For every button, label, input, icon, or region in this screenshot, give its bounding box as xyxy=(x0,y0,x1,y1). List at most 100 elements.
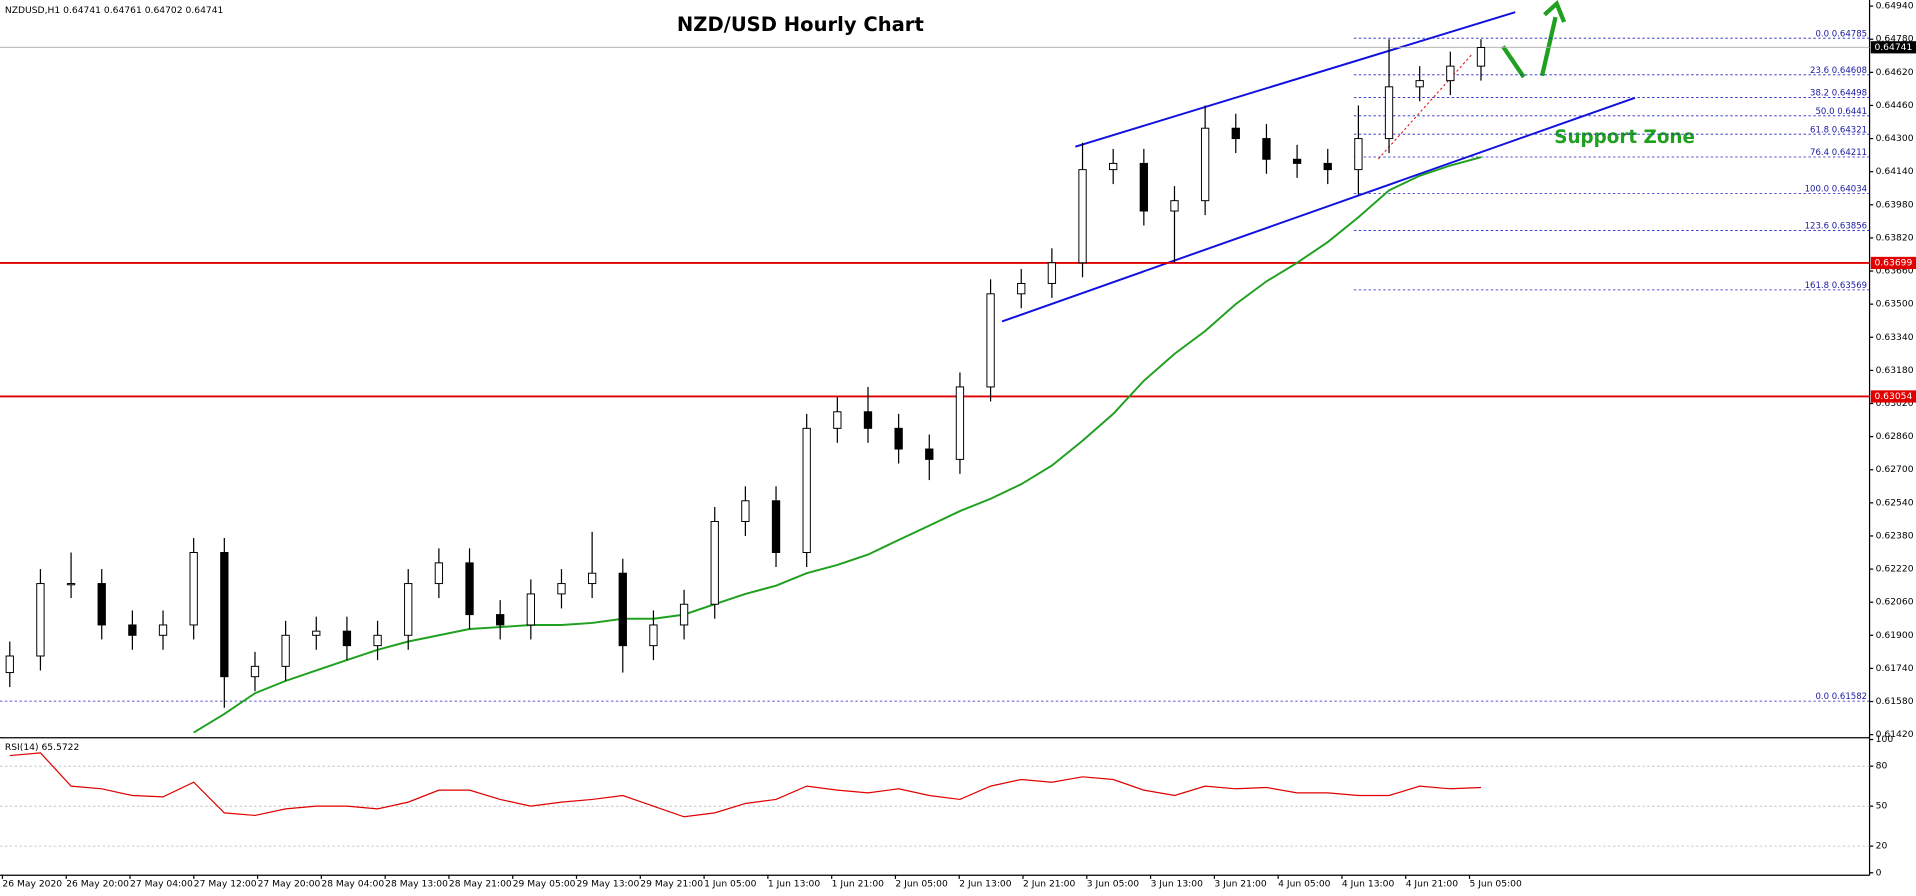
y-tick-label: 0.62860 xyxy=(1876,431,1914,442)
fib-price: 0.6441 xyxy=(1837,106,1867,116)
ohlc-high: 0.64761 xyxy=(104,4,142,15)
fib-label: 0.0 0.61582 xyxy=(1815,692,1867,702)
rsi-y-tick-label: 100 xyxy=(1876,734,1894,745)
fib-level: 38.2 xyxy=(1810,88,1829,98)
x-tick-label: 5 Jun 05:00 xyxy=(1470,878,1523,889)
y-tick-label: 0.62060 xyxy=(1876,597,1914,608)
candle-body xyxy=(587,572,597,585)
y-tick-label: 0.62540 xyxy=(1876,497,1914,508)
x-tick-label: 1 Jun 13:00 xyxy=(768,878,821,889)
fib-level: 100.0 xyxy=(1805,184,1829,194)
candle-body xyxy=(1262,138,1271,160)
fib-level: 0.0 xyxy=(1815,29,1829,39)
x-tick-label: 28 May 04:00 xyxy=(321,878,384,889)
candle-body xyxy=(925,448,934,460)
y-tick-label: 0.63660 xyxy=(1876,266,1914,277)
x-tick-label: 2 Jun 13:00 xyxy=(959,878,1012,889)
y-tick-label: 0.63980 xyxy=(1876,199,1914,210)
candle-body xyxy=(1384,86,1394,140)
candle-body xyxy=(1415,80,1424,88)
fib-level: 61.8 xyxy=(1810,125,1829,135)
rsi-y-tick-label: 80 xyxy=(1876,761,1888,772)
chart-title: NZD/USD Hourly Chart xyxy=(677,13,924,36)
candle-body xyxy=(465,562,474,616)
y-tick-label: 0.62220 xyxy=(1876,564,1914,575)
candle-body xyxy=(1078,169,1087,264)
header: NZDUSD,H1 0.64741 0.64761 0.64702 0.6474… xyxy=(5,4,224,15)
candle-body xyxy=(894,427,903,450)
x-tick-label: 3 Jun 21:00 xyxy=(1214,878,1267,889)
y-tick-label: 0.63820 xyxy=(1876,232,1914,243)
x-tick-label: 2 Jun 21:00 xyxy=(1023,878,1076,889)
candle-body xyxy=(496,614,505,626)
x-tick-label: 29 May 13:00 xyxy=(577,878,640,889)
arrow-head xyxy=(1543,0,1567,23)
x-tick-label: 4 Jun 05:00 xyxy=(1278,878,1331,889)
x-tick-label: 27 May 12:00 xyxy=(194,878,257,889)
candle-body xyxy=(404,583,413,636)
x-tick-label: 4 Jun 13:00 xyxy=(1342,878,1395,889)
candle-body xyxy=(1323,162,1332,171)
x-tick-label: 1 Jun 21:00 xyxy=(832,878,885,889)
candle-body xyxy=(1292,158,1302,164)
x-tick-label: 28 May 21:00 xyxy=(449,878,512,889)
x-tick-label: 29 May 21:00 xyxy=(640,878,703,889)
y-tick-label: 0.64460 xyxy=(1876,100,1914,111)
candle-body xyxy=(373,634,382,647)
fib-price: 0.64608 xyxy=(1832,65,1867,75)
x-tick-label: 3 Jun 13:00 xyxy=(1151,878,1204,889)
x-tick-label: 27 May 04:00 xyxy=(130,878,193,889)
rsi-y-tick-label: 50 xyxy=(1876,801,1888,812)
level-tag-label: 0.63054 xyxy=(1874,391,1912,402)
candle-body xyxy=(1354,138,1363,171)
y-tick-label: 0.61900 xyxy=(1876,630,1914,641)
fib-price: 0.64211 xyxy=(1832,148,1867,158)
candle-body xyxy=(220,552,229,678)
x-tick-label: 1 Jun 05:00 xyxy=(704,878,757,889)
price-tag-label: 0.64741 xyxy=(1874,42,1912,53)
y-tick-label: 0.64780 xyxy=(1876,34,1914,45)
candle-body xyxy=(986,293,995,388)
channel-lower xyxy=(1001,96,1636,323)
candle-body xyxy=(863,411,873,429)
candle-body xyxy=(1139,162,1148,212)
level-tag xyxy=(1870,256,1916,270)
rsi-y-tick-label: 0 xyxy=(1876,867,1882,878)
candle-body xyxy=(281,634,290,667)
candle-body xyxy=(1047,262,1057,284)
candle-body xyxy=(434,562,444,585)
symbol: NZDUSD,H1 xyxy=(5,4,60,15)
fib-level: 50.0 xyxy=(1815,106,1834,116)
ohlc-open: 0.64741 xyxy=(63,4,101,15)
fib-level: 161.8 xyxy=(1805,280,1829,290)
fib-level: 23.6 xyxy=(1810,65,1829,75)
fib-price: 0.64498 xyxy=(1832,88,1867,98)
candle-body xyxy=(741,500,750,522)
fib-price: 0.64321 xyxy=(1832,125,1867,135)
fib-label: 50.0 0.6441 xyxy=(1815,106,1867,116)
rsi-name: RSI(14) xyxy=(5,741,39,752)
y-tick-label: 0.61420 xyxy=(1876,729,1914,740)
x-tick-label: 26 May 20:00 xyxy=(66,878,129,889)
level-tag xyxy=(1870,390,1916,403)
fib-price: 0.64034 xyxy=(1832,184,1867,194)
rsi-header: RSI(14) 65.5722 xyxy=(5,741,79,752)
annotation: Support Zone xyxy=(1554,127,1695,148)
rsi-y-tick-label: 20 xyxy=(1876,841,1888,852)
ohlc-close: 0.64741 xyxy=(186,4,224,15)
y-tick-label: 0.63180 xyxy=(1876,365,1914,376)
y-tick-label: 0.63020 xyxy=(1876,398,1914,409)
x-tick-label: 4 Jun 21:00 xyxy=(1406,878,1459,889)
candle-body xyxy=(710,520,719,605)
candle-body xyxy=(5,655,14,674)
y-tick-label: 0.64940 xyxy=(1876,1,1914,12)
fib-price: 0.63856 xyxy=(1832,221,1867,231)
y-tick-label: 0.62380 xyxy=(1876,530,1914,541)
candle-body xyxy=(97,583,106,626)
candle-body xyxy=(36,583,45,657)
candle-body xyxy=(955,386,965,460)
candle-body xyxy=(1170,200,1179,212)
candle-body xyxy=(1200,127,1210,202)
fib-label: 76.4 0.64211 xyxy=(1810,148,1867,158)
